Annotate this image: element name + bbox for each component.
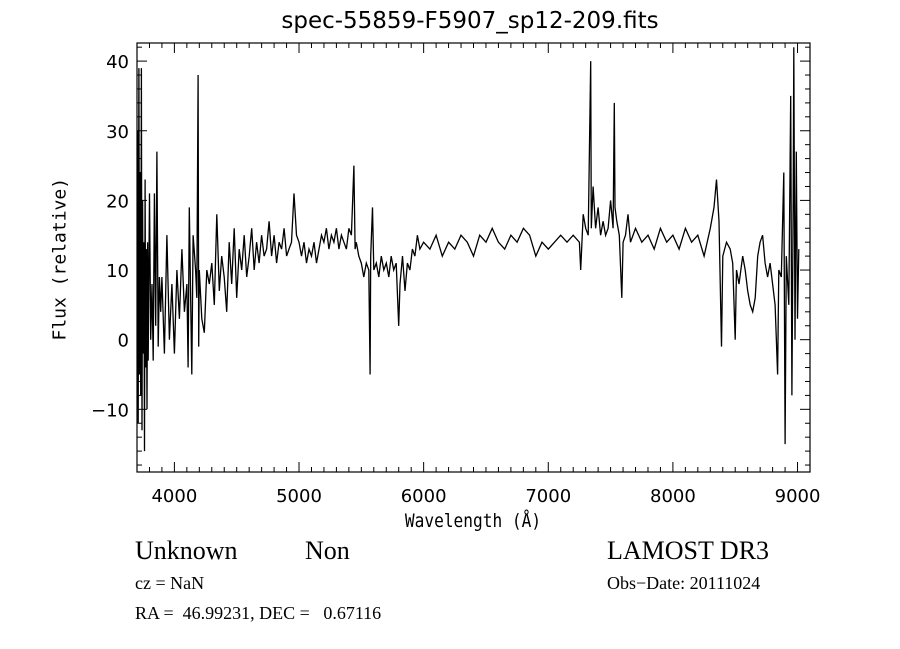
x-tick-label: 6000 bbox=[401, 486, 447, 507]
y-axis-label: Flux (relative) bbox=[49, 177, 71, 341]
y-tick-label: 20 bbox=[106, 191, 129, 212]
y-tick-label: −10 bbox=[91, 400, 129, 421]
x-tick-label: 5000 bbox=[276, 486, 322, 507]
survey-name: LAMOST DR3 bbox=[607, 536, 770, 565]
redshift-cz: cz = NaN bbox=[135, 573, 205, 593]
x-tick-label: 9000 bbox=[775, 486, 821, 507]
x-axis-label: Wavelength (Å) bbox=[404, 510, 542, 532]
x-tick-label: 8000 bbox=[650, 486, 696, 507]
y-tick-label: 40 bbox=[106, 52, 129, 73]
x-tick-label: 4000 bbox=[151, 486, 197, 507]
y-tick-label: 0 bbox=[118, 331, 129, 352]
ra-dec: RA = 46.99231, DEC = 0.67116 bbox=[135, 603, 382, 623]
object-class: Unknown bbox=[135, 536, 238, 565]
object-subclass: Non bbox=[305, 536, 350, 565]
x-tick-label: 7000 bbox=[525, 486, 571, 507]
spectrum-line bbox=[137, 47, 800, 452]
obs-date: Obs−Date: 20111024 bbox=[607, 573, 761, 593]
y-tick-label: 30 bbox=[106, 122, 129, 143]
y-tick-label: 10 bbox=[106, 261, 129, 282]
chart-title: spec-55859-F5907_sp12-209.fits bbox=[281, 8, 659, 34]
